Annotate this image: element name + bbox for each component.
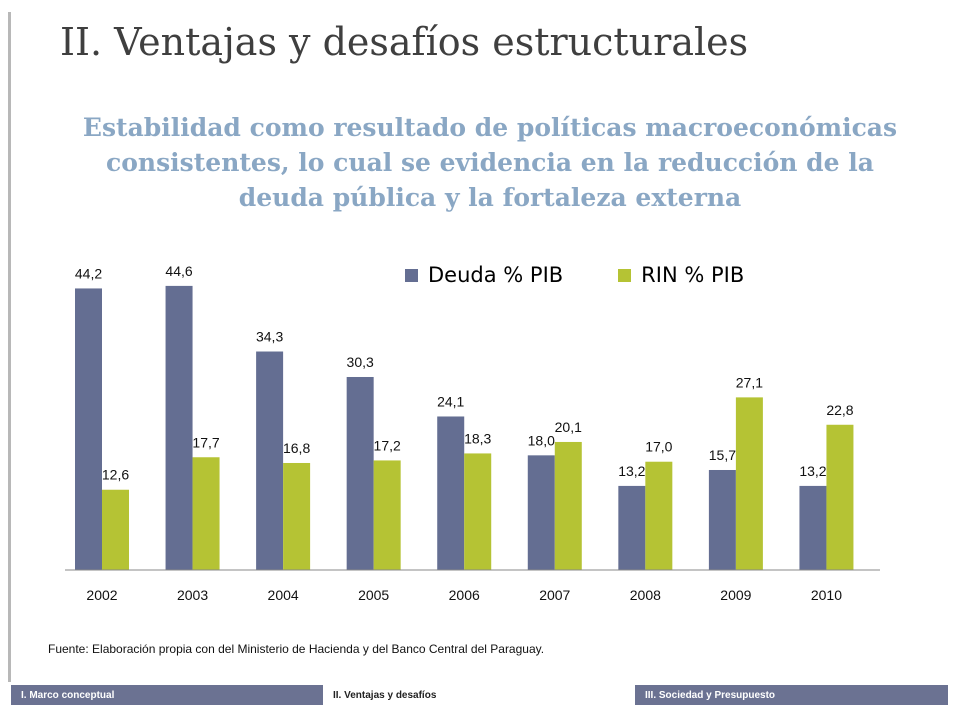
data-label-rin-2007: 20,1 <box>555 419 582 435</box>
legend-item-rin: RIN % PIB <box>618 263 744 287</box>
bar-deuda-2004 <box>256 351 284 570</box>
bar-rin-2002 <box>102 489 129 570</box>
source-note: Fuente: Elaboración propia con del Minis… <box>48 642 545 656</box>
legend-item-deuda: Deuda % PIB <box>405 263 563 287</box>
bar-deuda-2003 <box>165 285 193 570</box>
data-label-deuda-2008: 13,2 <box>618 463 645 479</box>
legend-label-rin: RIN % PIB <box>641 263 745 287</box>
legend-swatch-deuda <box>405 268 418 282</box>
data-label-rin-2004: 16,8 <box>283 440 310 456</box>
data-label-rin-2002: 12,6 <box>102 467 129 483</box>
slide-subtitle: Estabilidad como resultado de políticas … <box>82 113 898 212</box>
bar-deuda-2008 <box>618 485 646 570</box>
data-label-rin-2006: 18,3 <box>464 430 491 446</box>
data-label-rin-2003: 17,7 <box>192 434 219 450</box>
x-tick-label-2009: 2009 <box>720 587 751 603</box>
x-tick-label-2005: 2005 <box>358 587 389 603</box>
bar-rin-2010 <box>826 424 854 570</box>
bar-deuda-2006 <box>437 416 465 570</box>
data-label-deuda-2005: 30,3 <box>347 354 374 370</box>
slide-title: II. Ventajas y desafíos estructurales <box>60 20 749 64</box>
data-label-deuda-2004: 34,3 <box>256 329 283 345</box>
bar-deuda-2005 <box>346 376 374 570</box>
data-label-deuda-2009: 15,7 <box>709 447 736 463</box>
x-tick-label-2007: 2007 <box>539 587 570 603</box>
data-label-deuda-2003: 44,6 <box>165 263 192 279</box>
footer-section-marco[interactable]: I. Marco conceptual <box>11 685 323 705</box>
chart-legend: Deuda % PIB RIN % PIB <box>405 263 744 287</box>
footer-nav: I. Marco conceptual II. Ventajas y desaf… <box>11 685 948 705</box>
data-label-deuda-2007: 18,0 <box>528 432 555 448</box>
x-tick-label-2010: 2010 <box>811 587 842 603</box>
data-label-deuda-2010: 13,2 <box>799 463 826 479</box>
data-label-deuda-2006: 24,1 <box>437 393 464 409</box>
legend-swatch-rin <box>618 268 632 282</box>
bar-rin-2005 <box>373 460 401 570</box>
footer-section-ventajas[interactable]: II. Ventajas y desafíos <box>323 685 635 705</box>
legend-label-deuda: Deuda % PIB <box>428 263 564 287</box>
data-label-rin-2005: 17,2 <box>374 437 401 453</box>
x-tick-label-2002: 2002 <box>86 587 117 603</box>
bar-deuda-2009 <box>708 469 736 570</box>
bar-rin-2007 <box>554 441 582 570</box>
bar-deuda-2007 <box>527 455 555 570</box>
left-accent-bar <box>8 12 11 682</box>
bar-rin-2009 <box>735 397 763 570</box>
x-tick-label-2003: 2003 <box>177 587 208 603</box>
bar-rin-2006 <box>464 453 492 570</box>
data-label-rin-2010: 22,8 <box>826 402 853 418</box>
footer-section-sociedad[interactable]: III. Sociedad y Presupuesto <box>635 685 948 705</box>
x-tick-label-2008: 2008 <box>630 587 661 603</box>
data-label-deuda-2002: 44,2 <box>75 265 102 281</box>
x-tick-label-2004: 2004 <box>268 587 299 603</box>
bar-rin-2004 <box>283 462 311 570</box>
bar-deuda-2010 <box>799 485 827 570</box>
bar-chart: 44,2 12,6 2002 44,6 17,7 2003 34,3 16,8 2004 30,3… <box>65 263 880 603</box>
bar-rin-2003 <box>192 457 220 570</box>
data-label-rin-2008: 17,0 <box>645 439 672 455</box>
bar-rin-2008 <box>645 461 673 570</box>
x-tick-label-2006: 2006 <box>449 587 480 603</box>
bar-deuda-2002 <box>75 288 102 570</box>
data-label-rin-2009: 27,1 <box>736 374 763 390</box>
